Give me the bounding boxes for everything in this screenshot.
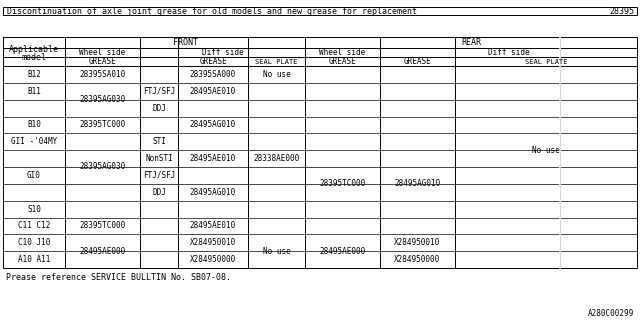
Text: Wheel side: Wheel side xyxy=(319,48,365,57)
Text: SEAL PLATE: SEAL PLATE xyxy=(525,59,567,65)
Text: C10 J10: C10 J10 xyxy=(18,238,50,247)
Text: 28495AE010: 28495AE010 xyxy=(190,87,236,96)
Text: No use: No use xyxy=(262,247,291,256)
Text: B12: B12 xyxy=(27,70,41,79)
Text: GI0: GI0 xyxy=(27,171,41,180)
Text: X284950010: X284950010 xyxy=(190,238,236,247)
Text: 28495AG010: 28495AG010 xyxy=(190,188,236,197)
Text: 28395: 28395 xyxy=(609,6,634,15)
Text: B11: B11 xyxy=(27,87,41,96)
Bar xyxy=(3,7,637,15)
Text: B10: B10 xyxy=(27,120,41,129)
Text: GREASE: GREASE xyxy=(404,57,431,66)
Text: DDJ: DDJ xyxy=(152,104,166,113)
Text: Applicable: Applicable xyxy=(9,45,59,54)
Text: A280C00299: A280C00299 xyxy=(588,309,634,318)
Text: X284950010: X284950010 xyxy=(394,238,440,247)
Text: A10 A11: A10 A11 xyxy=(18,255,50,264)
Text: 28338AE000: 28338AE000 xyxy=(253,154,300,163)
Text: No use: No use xyxy=(532,146,560,155)
Text: Prease reference SERVICE BULLTIN No. SB07-08.: Prease reference SERVICE BULLTIN No. SB0… xyxy=(6,274,231,283)
Text: 28395TC000: 28395TC000 xyxy=(319,179,365,188)
Text: 28395SA010: 28395SA010 xyxy=(79,70,125,79)
Text: GREASE: GREASE xyxy=(199,57,227,66)
Text: FTJ/SFJ: FTJ/SFJ xyxy=(143,87,175,96)
Text: NonSTI: NonSTI xyxy=(145,154,173,163)
Text: 28495AE000: 28495AE000 xyxy=(319,247,365,256)
Text: STI: STI xyxy=(152,137,166,146)
Text: DDJ: DDJ xyxy=(152,188,166,197)
Text: FRONT: FRONT xyxy=(173,38,198,47)
Text: Discontinuation of axle joint grease for old models and new grease for replaceme: Discontinuation of axle joint grease for… xyxy=(7,6,417,15)
Text: C11 C12: C11 C12 xyxy=(18,221,50,230)
Bar xyxy=(3,37,637,268)
Text: 28395TC000: 28395TC000 xyxy=(79,120,125,129)
Text: REAR: REAR xyxy=(461,38,481,47)
Text: 28495AE010: 28495AE010 xyxy=(190,221,236,230)
Text: GII -'04MY: GII -'04MY xyxy=(11,137,57,146)
Text: model: model xyxy=(22,53,47,62)
Text: X284950000: X284950000 xyxy=(190,255,236,264)
Text: SEAL PLATE: SEAL PLATE xyxy=(255,59,298,65)
Text: 28495AE010: 28495AE010 xyxy=(190,154,236,163)
Text: 28495AG010: 28495AG010 xyxy=(394,179,440,188)
Text: FTJ/SFJ: FTJ/SFJ xyxy=(143,171,175,180)
Text: Diff side: Diff side xyxy=(202,48,243,57)
Text: No use: No use xyxy=(262,70,291,79)
Text: 28495AE000: 28495AE000 xyxy=(79,247,125,256)
Text: X284950000: X284950000 xyxy=(394,255,440,264)
Text: 28395AG030: 28395AG030 xyxy=(79,95,125,104)
Text: Diff side: Diff side xyxy=(488,48,529,57)
Text: GREASE: GREASE xyxy=(88,57,116,66)
Text: S10: S10 xyxy=(27,204,41,213)
Text: 28395TC000: 28395TC000 xyxy=(79,221,125,230)
Text: GREASE: GREASE xyxy=(328,57,356,66)
Text: 28395SA000: 28395SA000 xyxy=(190,70,236,79)
Text: 28495AG010: 28495AG010 xyxy=(190,120,236,129)
Text: 28395AG030: 28395AG030 xyxy=(79,163,125,172)
Text: Wheel side: Wheel side xyxy=(79,48,125,57)
